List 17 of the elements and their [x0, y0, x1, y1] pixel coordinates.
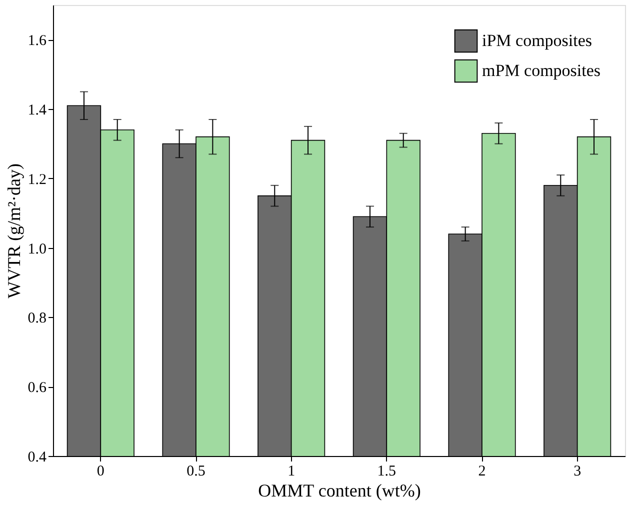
x-axis-title: OMMT content (wt%)	[258, 480, 421, 500]
y-tick-label: 1.0	[28, 241, 46, 258]
legend-label: iPM composites	[482, 31, 592, 50]
y-tick-label: 1.6	[28, 33, 47, 50]
x-tick-label: 1	[288, 464, 296, 480]
legend-label: mPM composites	[482, 61, 601, 80]
y-tick-label: 0.8	[28, 310, 46, 327]
y-tick-label: 1.2	[28, 172, 46, 188]
y-tick-label: 0.6	[28, 380, 47, 396]
x-tick-label: 1.5	[377, 464, 396, 480]
x-tick-label: 0.5	[186, 464, 206, 480]
x-tick-label: 0	[96, 464, 104, 480]
y-axis-title: WVTR (g/m²·day)	[4, 164, 24, 298]
x-tick-label: 3	[574, 464, 582, 480]
y-tick-label: 1.4	[28, 102, 47, 119]
y-tick-label: 0.4	[28, 450, 47, 466]
x-tick-label: 2	[478, 464, 486, 480]
